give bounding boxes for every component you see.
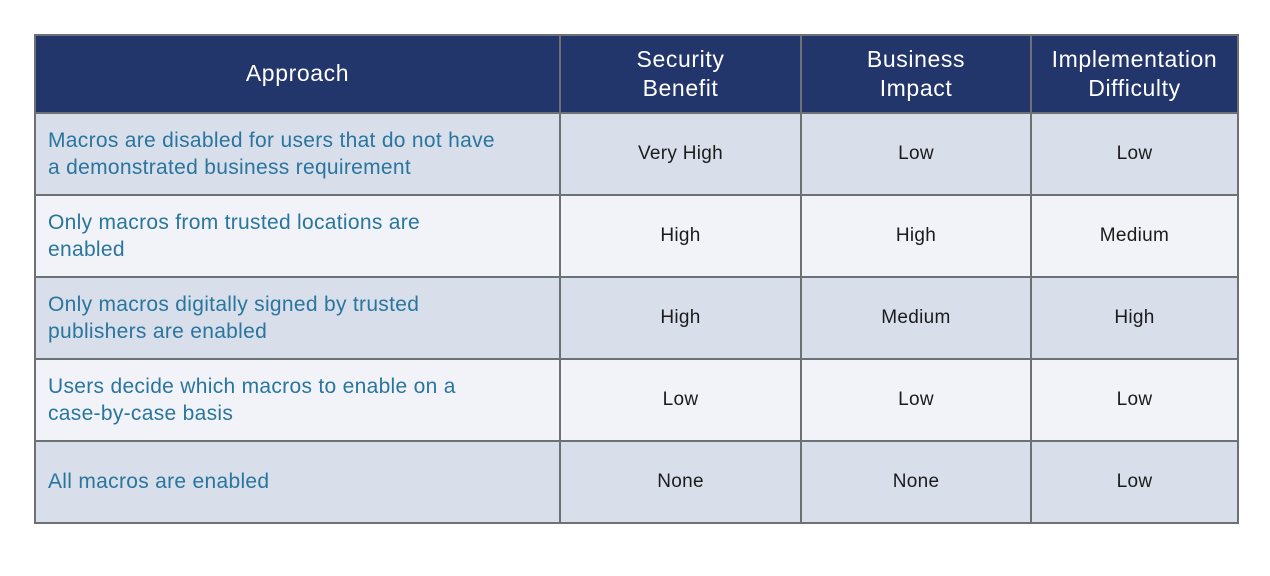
table-row: Macros are disabled for users that do no…: [34, 112, 1239, 196]
cell-security-benefit: Very High: [559, 112, 802, 196]
cell-business-impact: High: [800, 194, 1032, 278]
header-approach: Approach: [34, 34, 561, 114]
table-row: All macros are enabled None None Low: [34, 440, 1239, 524]
header-security-benefit: Security Benefit: [559, 34, 802, 114]
cell-implementation-difficulty: High: [1030, 276, 1239, 360]
cell-business-impact: Medium: [800, 276, 1032, 360]
cell-business-impact: Low: [800, 358, 1032, 442]
cell-approach: Users decide which macros to enable on a…: [34, 358, 561, 442]
table-row: Users decide which macros to enable on a…: [34, 358, 1239, 442]
cell-implementation-difficulty: Medium: [1030, 194, 1239, 278]
cell-security-benefit: None: [559, 440, 802, 524]
cell-approach: Only macros digitally signed by trusted …: [34, 276, 561, 360]
header-implementation-difficulty: Implementation Difficulty: [1030, 34, 1239, 114]
cell-implementation-difficulty: Low: [1030, 358, 1239, 442]
cell-business-impact: None: [800, 440, 1032, 524]
cell-approach: All macros are enabled: [34, 440, 561, 524]
cell-implementation-difficulty: Low: [1030, 440, 1239, 524]
cell-business-impact: Low: [800, 112, 1032, 196]
cell-security-benefit: High: [559, 194, 802, 278]
cell-security-benefit: Low: [559, 358, 802, 442]
table-row: Only macros digitally signed by trusted …: [34, 276, 1239, 360]
cell-approach: Only macros from trusted locations are e…: [34, 194, 561, 278]
cell-security-benefit: High: [559, 276, 802, 360]
header-business-impact: Business Impact: [800, 34, 1032, 114]
table-header-row: Approach Security Benefit Business Impac…: [34, 34, 1239, 114]
table-row: Only macros from trusted locations are e…: [34, 194, 1239, 278]
macro-approaches-table: Approach Security Benefit Business Impac…: [34, 34, 1239, 524]
cell-approach: Macros are disabled for users that do no…: [34, 112, 561, 196]
cell-implementation-difficulty: Low: [1030, 112, 1239, 196]
